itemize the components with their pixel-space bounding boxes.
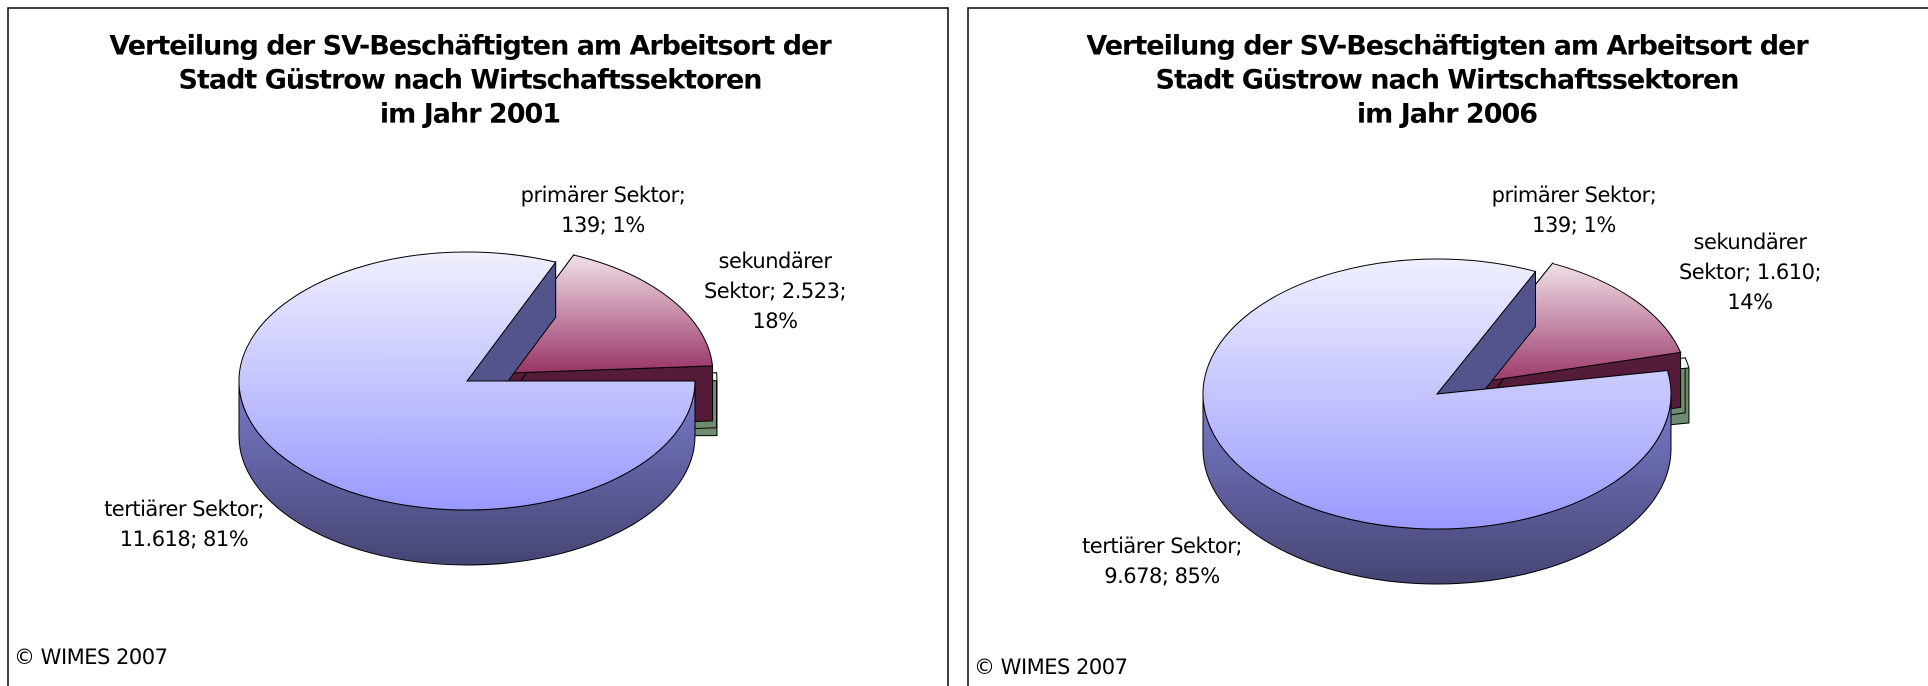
data-label: sekundärer	[1694, 230, 1808, 254]
data-label: 139; 1%	[561, 213, 645, 237]
source-note: © WIMES 2007	[974, 655, 1127, 679]
data-label: sekundärer	[719, 249, 833, 273]
chart-title: Stadt Güstrow nach Wirtschaftssektoren	[179, 65, 762, 96]
chart-frame	[967, 7, 1928, 686]
source-note: © WIMES 2007	[14, 645, 167, 669]
data-label: primärer Sektor;	[521, 183, 686, 207]
data-label: primärer Sektor;	[1492, 183, 1657, 207]
slice-top	[238, 251, 696, 511]
chart-title: Verteilung der SV-Beschäftigten am Arbei…	[1086, 31, 1809, 62]
pie-slice	[1202, 258, 1672, 585]
data-label: 139; 1%	[1532, 213, 1616, 237]
data-label: Sektor; 1.610;	[1679, 260, 1821, 284]
data-label: 9.678; 85%	[1104, 564, 1220, 588]
data-label: 11.618; 81%	[120, 527, 248, 551]
chart-title: Verteilung der SV-Beschäftigten am Arbei…	[109, 31, 832, 62]
data-label: 14%	[1727, 290, 1772, 314]
data-label: tertiärer Sektor;	[1082, 534, 1242, 558]
data-label: Sektor; 2.523;	[704, 279, 846, 303]
slice-top	[1202, 258, 1672, 530]
chart-title: im Jahr 2006	[1357, 99, 1537, 130]
slice-top	[483, 254, 714, 375]
chart-title: im Jahr 2001	[380, 99, 560, 130]
pie-slice	[238, 251, 696, 566]
chart-frame	[7, 7, 949, 686]
data-label: tertiärer Sektor;	[104, 497, 264, 521]
data-label: 18%	[752, 309, 797, 333]
chart-title: Stadt Güstrow nach Wirtschaftssektoren	[1156, 65, 1739, 96]
